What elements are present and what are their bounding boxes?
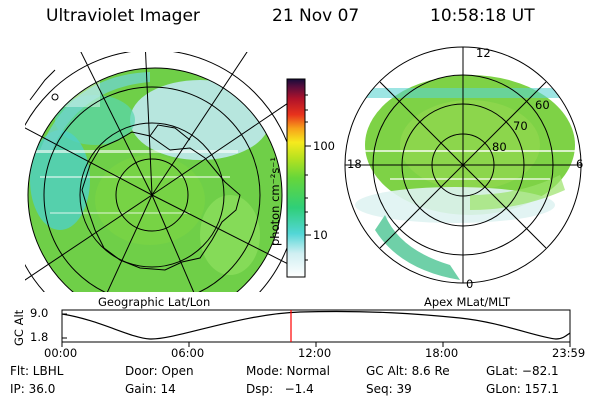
colorbar-tick-100: 100 bbox=[313, 139, 335, 153]
mlt-label-12: 12 bbox=[476, 46, 491, 60]
magnetic-map-caption: Apex MLat/MLT bbox=[424, 295, 511, 309]
info-glat: GLat: −82.1 bbox=[486, 364, 559, 378]
info-glon: GLon: 157.1 bbox=[486, 382, 559, 396]
info-seq: Seq: 39 bbox=[366, 382, 412, 396]
info-filter: Flt: LBHL bbox=[10, 364, 64, 378]
altitude-xtick-2: 12:00 bbox=[298, 346, 332, 360]
lat-label-70: 70 bbox=[513, 119, 528, 133]
mlt-label-18: 18 bbox=[347, 157, 362, 171]
time-label: 10:58:18 UT bbox=[430, 6, 535, 26]
altitude-ytick-low: 1.8 bbox=[30, 330, 49, 344]
altitude-plot-ylabel: GC Alt bbox=[12, 309, 26, 346]
lat-label-60: 60 bbox=[535, 98, 550, 112]
colorbar bbox=[286, 78, 311, 278]
altitude-xtick-4: 23:59 bbox=[552, 346, 586, 360]
colorbar-unit-label: photon cm⁻²s⁻¹ bbox=[268, 157, 282, 246]
magnetic-map bbox=[344, 46, 582, 284]
geographic-map bbox=[25, 52, 290, 292]
info-mode: Mode: Normal bbox=[246, 364, 330, 378]
altitude-curve bbox=[61, 310, 571, 340]
info-ip: IP: 36.0 bbox=[10, 382, 56, 396]
lat-label-80: 80 bbox=[492, 140, 507, 154]
altitude-ytick-high: 9.0 bbox=[30, 306, 49, 320]
altitude-plot bbox=[61, 309, 571, 347]
mlt-label-0: 0 bbox=[466, 277, 474, 291]
geographic-map-caption: Geographic Lat/Lon bbox=[98, 295, 211, 309]
colorbar-tick-10: 10 bbox=[313, 228, 328, 242]
info-gc-alt: GC Alt: 8.6 Re bbox=[366, 364, 450, 378]
info-dsp: Dsp: −1.4 bbox=[246, 382, 314, 396]
altitude-xtick-0: 00:00 bbox=[44, 346, 78, 360]
date-label: 21 Nov 07 bbox=[272, 6, 360, 26]
info-gain: Gain: 14 bbox=[125, 382, 176, 396]
app-title: Ultraviolet Imager bbox=[46, 6, 200, 26]
altitude-xtick-3: 18:00 bbox=[425, 346, 459, 360]
altitude-xtick-1: 06:00 bbox=[171, 346, 205, 360]
mlt-label-6: 6 bbox=[576, 157, 584, 171]
info-door: Door: Open bbox=[125, 364, 194, 378]
